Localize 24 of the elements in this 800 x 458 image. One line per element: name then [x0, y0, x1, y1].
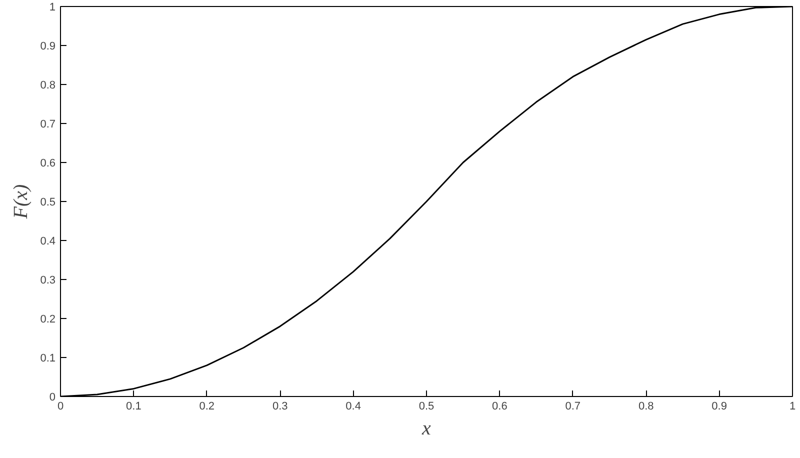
- y-tick-label: 0.8: [40, 80, 56, 92]
- x-tick-label: 0.2: [199, 400, 215, 412]
- x-tick-label: 0.8: [638, 400, 654, 412]
- y-tick-label: 0.5: [40, 196, 56, 208]
- x-tick-label: 0.9: [712, 400, 727, 412]
- y-tick-label: 0.3: [40, 274, 56, 286]
- x-tick-label: 0.5: [418, 400, 434, 412]
- y-tick-label: 0.9: [40, 40, 56, 52]
- x-tick-label: 0: [57, 400, 64, 412]
- x-tick-label: 0.6: [492, 400, 508, 412]
- y-axis-title: F(x): [10, 184, 32, 220]
- y-tick-label: 0: [49, 392, 56, 404]
- y-tick-label: 1: [49, 2, 56, 14]
- x-tick-label: 0.4: [346, 400, 361, 412]
- y-tick-label: 0.7: [40, 118, 56, 130]
- x-tick-label: 0.7: [565, 400, 581, 412]
- y-tick-label: 0.1: [40, 352, 56, 364]
- y-tick-label: 0.4: [40, 236, 56, 248]
- x-tick-label: 0.1: [126, 400, 142, 412]
- y-tick-label: 0.2: [40, 314, 56, 326]
- x-tick-label: 0.3: [272, 400, 288, 412]
- x-axis-title: x: [421, 418, 432, 440]
- x-tick-label: 1: [789, 400, 796, 412]
- y-tick-label: 0.6: [40, 158, 56, 170]
